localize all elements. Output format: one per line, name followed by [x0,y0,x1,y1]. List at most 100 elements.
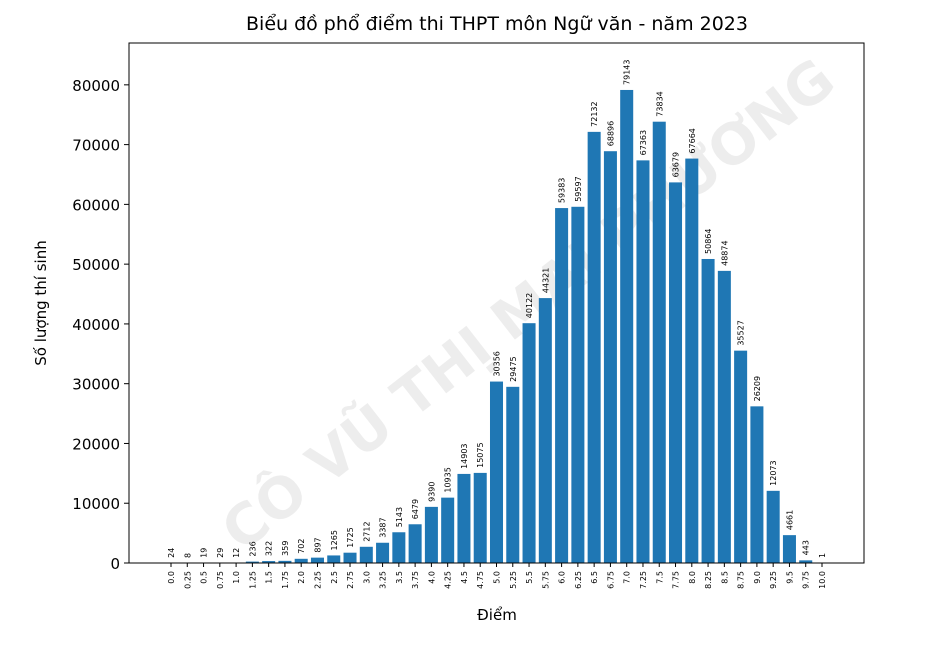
bar [652,121,666,564]
value-label: 15075 [476,442,485,467]
bar [685,158,699,564]
y-tick-label: 20000 [72,435,120,453]
value-label: 44321 [541,268,550,293]
x-tick-label: 5.0 [493,571,502,584]
x-tick-label: 4.0 [427,571,436,584]
value-label: 12 [232,548,241,558]
bar [245,561,259,563]
bar [750,406,764,563]
value-label: 48874 [720,240,729,265]
bar [392,532,406,563]
value-label: 30356 [493,351,502,376]
x-tick-label: 9.75 [802,571,811,589]
x-tick-label: 4.5 [460,571,469,584]
value-label: 12073 [769,460,778,485]
bar [636,160,650,563]
x-tick-label: 3.75 [411,571,420,589]
bar [766,490,780,563]
y-tick-label: 40000 [72,316,120,334]
y-tick-label: 50000 [72,256,120,274]
y-tick-label: 30000 [72,376,120,394]
value-label: 443 [802,540,811,555]
x-tick-label: 3.25 [379,571,388,589]
bar [799,560,813,563]
x-tick-label: 0.5 [200,571,209,584]
value-label: 6479 [411,499,420,519]
bar [343,552,357,563]
x-tick-label: 1.75 [281,571,290,589]
x-tick-label: 8.25 [704,571,713,589]
y-tick-label: 0 [110,555,120,573]
bar [782,535,796,563]
y-tick-label: 80000 [72,77,120,95]
bar [473,472,487,563]
x-tick-label: 8.75 [737,571,746,589]
x-tick-label: 2.75 [346,571,355,589]
x-tick-label: 6.75 [606,571,615,589]
x-tick-label: 8.0 [688,571,697,584]
value-label: 236 [248,541,257,556]
value-label: 5143 [395,507,404,527]
value-label: 702 [297,539,306,554]
x-tick-label: 10.0 [818,571,827,589]
x-tick-label: 7.5 [655,571,664,584]
bar [441,497,455,563]
bar [734,350,748,563]
value-label: 35527 [737,320,746,345]
bar [408,524,422,563]
value-label: 8 [183,553,192,558]
value-label: 4661 [785,510,794,530]
value-label: 322 [265,541,274,556]
bar [522,323,536,563]
bar [359,546,373,563]
y-axis-label: Số lượng thí sinh [32,240,50,365]
value-label: 29475 [509,356,518,381]
value-label: 9390 [427,482,436,502]
value-label: 67363 [639,130,648,155]
x-tick-label: 6.5 [590,571,599,584]
x-tick-label: 7.75 [672,571,681,589]
x-tick-label: 8.5 [720,571,729,584]
bar [587,131,601,563]
bar [489,381,504,563]
value-label: 14903 [460,443,469,468]
plot-frame [128,42,865,564]
value-label: 1 [818,553,827,558]
x-tick-label: 2.5 [330,571,339,584]
value-label: 68896 [606,121,615,146]
x-tick-label: 9.0 [753,571,762,584]
x-tick-label: 0.0 [167,571,176,584]
x-tick-label: 7.0 [623,571,632,584]
bar [327,555,341,563]
value-label: 63679 [672,152,681,177]
value-label: 59597 [574,176,583,201]
bar [620,89,634,564]
x-tick-label: 7.25 [639,571,648,589]
x-axis-label: Điểm [477,606,517,624]
bar [278,560,292,563]
bar [538,298,552,563]
x-tick-label: 5.5 [525,571,534,584]
value-label: 897 [313,537,322,552]
bar [457,473,471,563]
chart-title: Biểu đồ phổ điểm thi THPT môn Ngữ văn - … [246,13,748,35]
bar [310,557,324,563]
y-tick-label: 10000 [72,495,120,513]
value-label: 29 [216,548,225,558]
value-label: 359 [281,541,290,556]
x-tick-label: 1.0 [232,571,241,584]
x-tick-label: 9.5 [785,571,794,584]
value-label: 40122 [525,293,534,318]
value-label: 50864 [704,229,713,254]
x-tick-label: 1.5 [265,571,274,584]
x-tick-label: 2.25 [313,571,322,589]
bar [669,182,683,563]
value-label: 1265 [330,530,339,550]
x-tick-label: 2.0 [297,571,306,584]
bar [376,542,390,563]
bar [262,561,276,563]
value-label: 2712 [362,521,371,541]
x-tick-label: 1.25 [248,571,257,589]
x-tick-label: 5.75 [541,571,550,589]
